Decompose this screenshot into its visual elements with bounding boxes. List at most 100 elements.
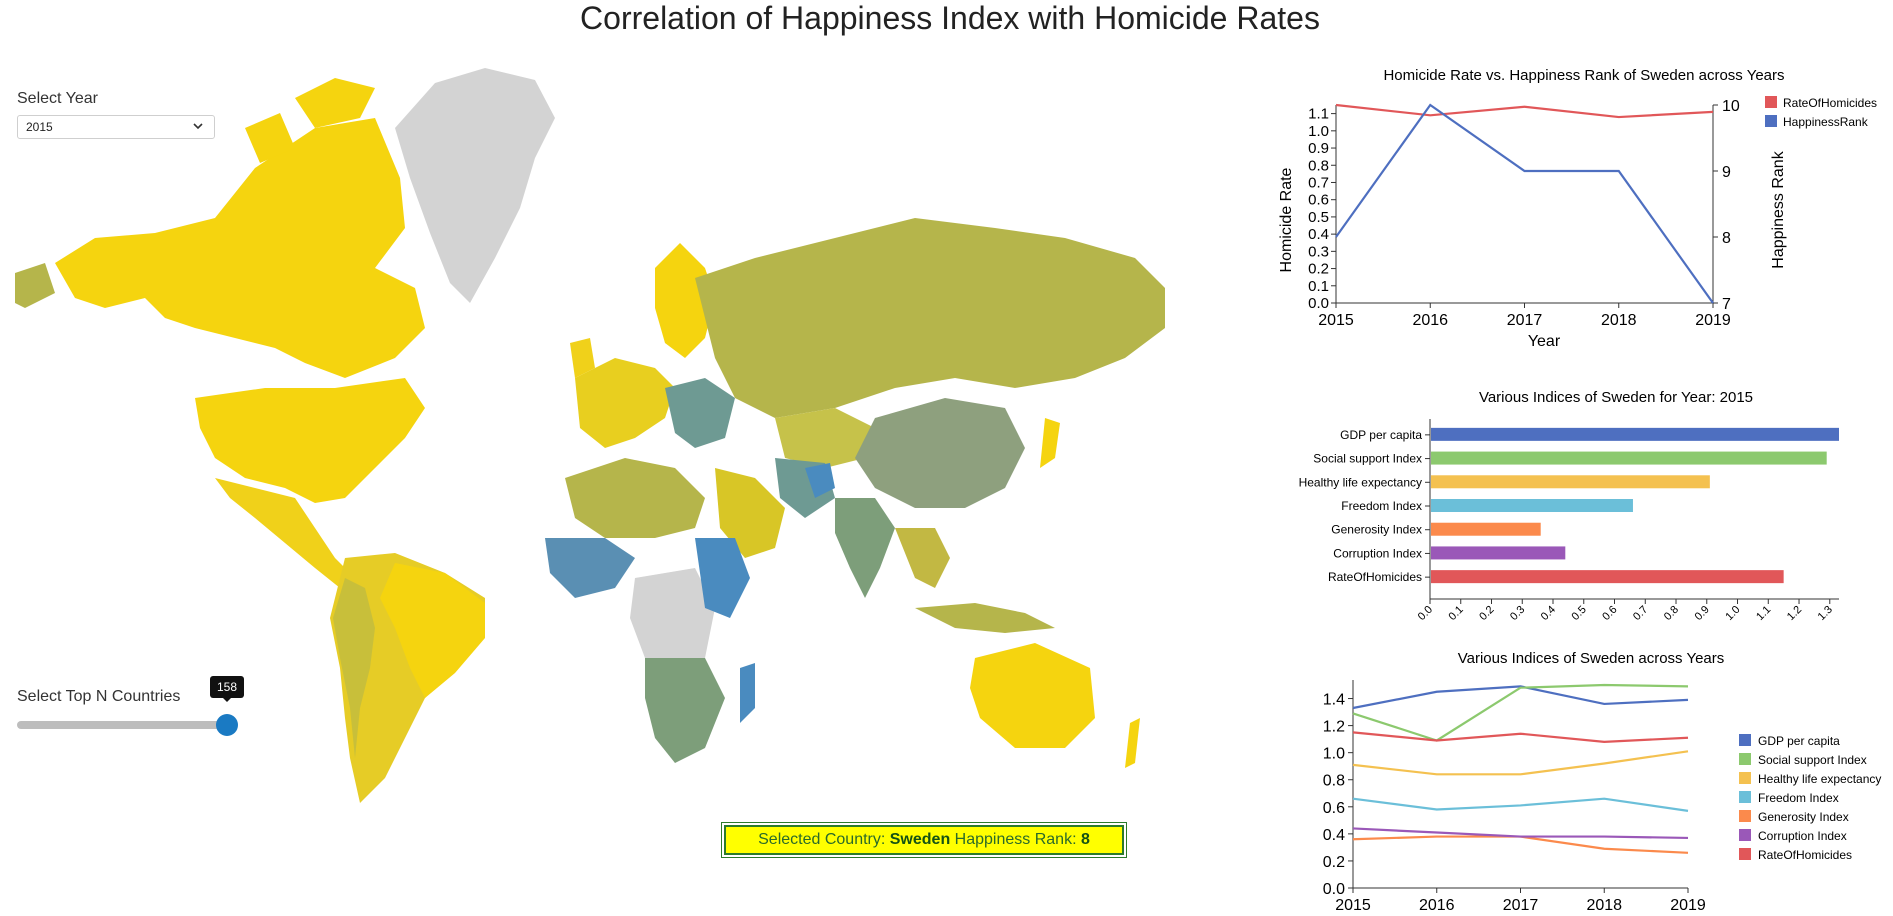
map-russia[interactable] bbox=[695, 218, 1165, 418]
chart1-legend-label: RateOfHomicides bbox=[1783, 96, 1877, 110]
chart3-series-line bbox=[1352, 683, 1689, 742]
map-india[interactable] bbox=[835, 498, 895, 598]
chart3-series-line bbox=[1352, 685, 1689, 710]
map-canada[interactable] bbox=[55, 118, 425, 378]
chart3-y-tick-label: 0.2 bbox=[1323, 854, 1345, 871]
selected-country-status: Selected Country: Sweden Happiness Rank:… bbox=[721, 822, 1127, 858]
map-andes[interactable] bbox=[333, 578, 375, 758]
chart2-category-label: Freedom Index bbox=[1341, 499, 1422, 513]
chart1-y-tick-label: 1.0 bbox=[1308, 123, 1329, 140]
map-madagascar[interactable] bbox=[740, 663, 755, 723]
map-central-africa[interactable] bbox=[630, 568, 715, 678]
map-alaska-west[interactable] bbox=[15, 263, 55, 308]
chart1-y-tick-label: 0.3 bbox=[1308, 243, 1329, 260]
map-north-africa[interactable] bbox=[565, 458, 705, 538]
chart2-bar bbox=[1431, 475, 1710, 489]
chart1-x-tick-label: 2019 bbox=[1695, 312, 1731, 329]
chart3-series-line bbox=[1352, 731, 1689, 743]
chart1-legend-swatch bbox=[1765, 115, 1777, 127]
map-brazil[interactable] bbox=[380, 563, 485, 698]
map-europe-east[interactable] bbox=[665, 378, 735, 448]
chart3-x-tick-label: 2017 bbox=[1503, 897, 1539, 914]
map-greenland[interactable] bbox=[395, 68, 555, 303]
chart2-x-tick-label: 0.0 bbox=[1416, 604, 1435, 623]
chart1-series-happinessrank bbox=[1335, 103, 1714, 304]
map-arabia[interactable] bbox=[715, 468, 785, 558]
chart1-y2label: Happiness Rank bbox=[1770, 150, 1787, 268]
chart3-legend-swatch bbox=[1739, 810, 1751, 822]
chart3-series-line bbox=[1352, 835, 1689, 854]
chart2-category-label: GDP per capita bbox=[1340, 428, 1422, 442]
map-new-zealand[interactable] bbox=[1125, 718, 1140, 768]
chart2-x-tick-label: 0.2 bbox=[1477, 604, 1496, 623]
chart1-y-tick-label: 0.1 bbox=[1308, 278, 1329, 295]
map-indonesia[interactable] bbox=[915, 603, 1055, 633]
map-mexico[interactable] bbox=[215, 478, 355, 588]
chart3-y-tick-label: 0.8 bbox=[1323, 773, 1345, 790]
topn-slider-track[interactable] bbox=[17, 721, 227, 729]
map-uk[interactable] bbox=[570, 338, 595, 378]
map-east-africa[interactable] bbox=[695, 538, 750, 618]
map-west-africa[interactable] bbox=[545, 538, 635, 598]
chart2-x-tick-label: 0.1 bbox=[1447, 604, 1466, 623]
world-map[interactable] bbox=[15, 58, 1170, 818]
map-se-asia[interactable] bbox=[895, 528, 950, 588]
chart2-category-label: Social support Index bbox=[1313, 452, 1422, 466]
chart3-title: Various Indices of Sweden across Years bbox=[1458, 650, 1725, 667]
chart1-y-tick-label: 0.4 bbox=[1308, 226, 1329, 243]
chart3-legend-label: Corruption Index bbox=[1758, 829, 1847, 843]
chart3-legend-swatch bbox=[1739, 753, 1751, 765]
status-rank: 8 bbox=[1080, 831, 1090, 848]
status-country: Sweden bbox=[889, 831, 951, 848]
chart1-title: Homicide Rate vs. Happiness Rank of Swed… bbox=[1383, 67, 1784, 84]
topn-slider-label: Select Top N Countries bbox=[17, 688, 181, 705]
chart1-y-tick-label: 0.9 bbox=[1308, 140, 1329, 157]
chart2-category-label: Corruption Index bbox=[1333, 546, 1422, 560]
indices-bar-chart: Various Indices of Sweden for Year: 2015… bbox=[1299, 389, 1839, 623]
chart3-legend-swatch bbox=[1739, 829, 1751, 841]
chart2-bar bbox=[1431, 546, 1566, 560]
map-south-africa[interactable] bbox=[645, 658, 725, 763]
chart1-y-tick-label: 1.1 bbox=[1308, 106, 1329, 123]
chart3-legend-label: Freedom Index bbox=[1758, 791, 1839, 805]
chart2-x-tick-label: 1.0 bbox=[1723, 604, 1742, 623]
year-select[interactable]: 2015 bbox=[17, 115, 215, 139]
map-china[interactable] bbox=[855, 398, 1025, 508]
map-australia[interactable] bbox=[970, 643, 1095, 748]
chart3-series-line bbox=[1352, 827, 1689, 840]
map-canada-islands[interactable] bbox=[245, 78, 375, 163]
map-central-asia[interactable] bbox=[775, 408, 875, 468]
chart2-x-tick-label: 1.1 bbox=[1754, 604, 1773, 623]
chart1-y2-tick-label: 7 bbox=[1722, 296, 1731, 313]
map-afghanistan[interactable] bbox=[805, 463, 835, 498]
chart1-series-rateofhomicides bbox=[1335, 103, 1714, 119]
chart1-y-tick-label: 0.2 bbox=[1308, 261, 1329, 278]
chart3-series-line bbox=[1352, 750, 1689, 776]
chart2-x-tick-label: 1.3 bbox=[1816, 604, 1835, 623]
chart2-x-tick-label: 0.4 bbox=[1539, 604, 1558, 623]
chart3-legend-label: Generosity Index bbox=[1758, 810, 1849, 824]
map-japan[interactable] bbox=[1040, 418, 1060, 468]
chart1-legend-label: HappinessRank bbox=[1783, 115, 1869, 129]
chart2-title: Various Indices of Sweden for Year: 2015 bbox=[1479, 389, 1753, 406]
chart1-y2-tick-label: 9 bbox=[1722, 164, 1731, 181]
chart2-bar bbox=[1431, 499, 1633, 512]
chart3-legend-swatch bbox=[1739, 772, 1751, 784]
status-prefix: Selected Country: bbox=[758, 831, 890, 848]
topn-slider-thumb[interactable] bbox=[216, 714, 238, 736]
chart1-xlabel: Year bbox=[1528, 333, 1561, 350]
chart1-ylabel: Homicide Rate bbox=[1278, 167, 1295, 272]
chart3-y-tick-label: 0.4 bbox=[1323, 827, 1345, 844]
map-scandinavia[interactable] bbox=[655, 243, 715, 358]
status-middle: Happiness Rank: bbox=[950, 831, 1081, 848]
map-usa[interactable] bbox=[195, 378, 425, 503]
chart2-x-tick-label: 1.2 bbox=[1785, 604, 1804, 623]
chart3-legend-label: Social support Index bbox=[1758, 753, 1867, 767]
chart3-x-tick-label: 2016 bbox=[1419, 897, 1455, 914]
chart3-y-tick-label: 0.0 bbox=[1323, 881, 1345, 898]
chart3-x-tick-label: 2015 bbox=[1335, 897, 1371, 914]
chart3-x-tick-label: 2018 bbox=[1586, 897, 1622, 914]
chart2-x-tick-label: 0.5 bbox=[1570, 604, 1589, 623]
chart1-x-tick-label: 2018 bbox=[1601, 312, 1637, 329]
map-europe-west[interactable] bbox=[575, 358, 675, 448]
